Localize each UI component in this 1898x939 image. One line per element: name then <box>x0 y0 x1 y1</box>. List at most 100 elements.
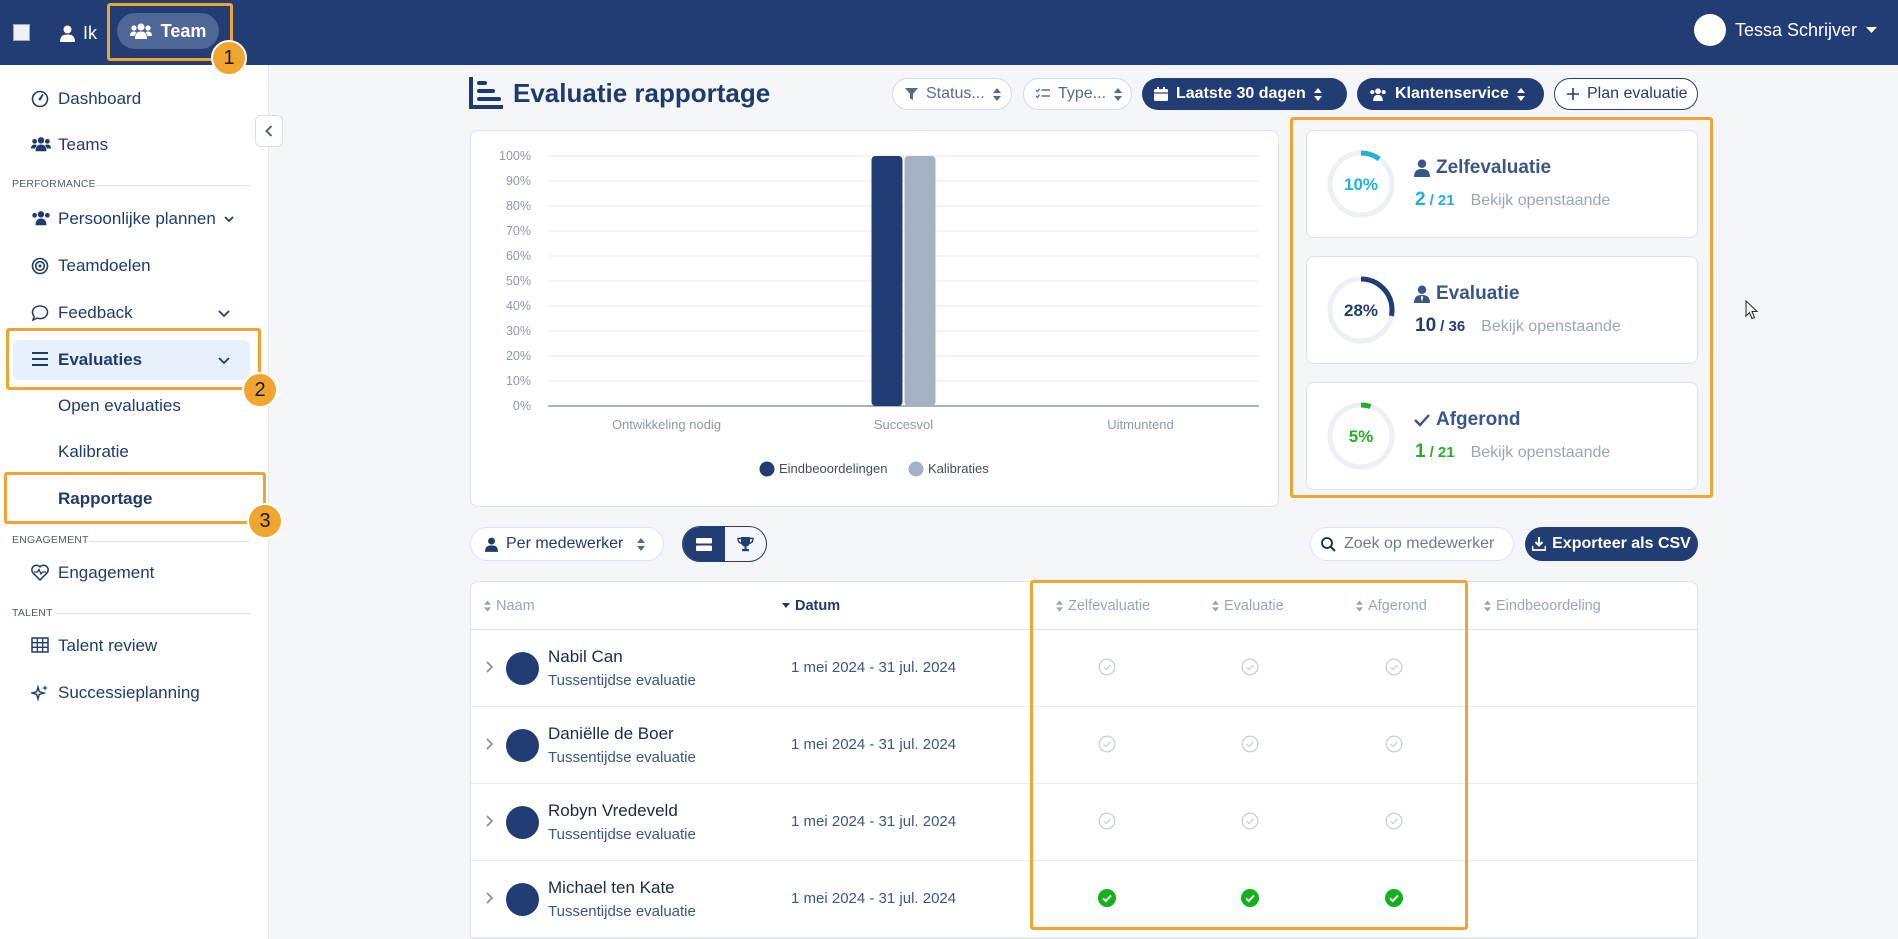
avatar <box>506 806 539 839</box>
divider <box>90 541 250 542</box>
team-select[interactable]: Klantenservice <box>1357 78 1544 110</box>
stat-card-afgerond[interactable]: 5% Afgerond 1 / 21 Bekijk openstaande <box>1306 382 1698 490</box>
employee-name[interactable]: Michael ten Kate <box>548 878 675 897</box>
evaluation-type: Tussentijdse evaluatie <box>548 672 696 689</box>
chevron-down-icon <box>217 353 231 367</box>
evaluation-period: 1 mei 2024 - 31 jul. 2024 <box>791 659 957 676</box>
sidebar-item-label: Talent review <box>58 636 158 655</box>
chevron-left-icon <box>264 124 274 138</box>
employee-name[interactable]: Robyn Vredeveld <box>548 801 678 820</box>
column-header-eindbeoordeling[interactable]: Eindbeoordeling <box>1484 598 1601 614</box>
evaluations-table: Naam Datum Zelfevaluatie Evaluatie Afger… <box>470 581 1698 939</box>
column-header-afgerond[interactable]: Afgerond <box>1356 598 1427 614</box>
team-label: Klantenservice <box>1395 85 1509 102</box>
table-row[interactable]: Nabil Can Tussentijdse evaluatie 1 mei 2… <box>471 630 1697 707</box>
sidebar-item-label: Teamdoelen <box>58 256 151 275</box>
nav-team-label: Team <box>160 20 207 41</box>
chevron-right-icon[interactable] <box>484 736 496 752</box>
plan-evaluatie-button[interactable]: Plan evaluatie <box>1554 78 1698 110</box>
type-filter[interactable]: Type... <box>1023 78 1132 110</box>
gauge-icon <box>31 90 49 108</box>
bar-kalibraties[interactable] <box>904 156 936 406</box>
employee-name[interactable]: Daniëlle de Boer <box>548 724 674 743</box>
table-row[interactable]: Daniëlle de Boer Tussentijdse evaluatie … <box>471 707 1697 784</box>
export-csv-button[interactable]: Exporteer als CSV <box>1525 527 1698 561</box>
stat-title-label: Zelfevaluatie <box>1436 157 1552 178</box>
ranking-view-button[interactable] <box>725 527 767 561</box>
column-header-zelfevaluatie[interactable]: Zelfevaluatie <box>1056 598 1150 614</box>
bar-chart: 0% 10% 20% 30% 40% 50% 60% 70% 80% 90% 100% Ontwikk… <box>499 149 1259 477</box>
column-header-datum[interactable]: Datum <box>782 598 840 614</box>
y-tick-label: 20% <box>506 349 531 363</box>
sidebar-item-label: Engagement <box>58 563 155 582</box>
grid-icon <box>31 637 49 655</box>
check-icon <box>1414 413 1430 427</box>
column-header-label: Datum <box>795 598 841 614</box>
users-icon <box>31 210 50 228</box>
status-pending-icon <box>1098 735 1116 753</box>
legend-label: Eindbeoordelingen <box>779 461 887 476</box>
column-header-naam[interactable]: Naam <box>484 598 535 614</box>
target-icon <box>31 257 49 275</box>
sidebar-collapse-button[interactable] <box>255 115 283 147</box>
calendar-icon <box>1154 87 1168 101</box>
chevron-right-icon[interactable] <box>484 890 496 906</box>
employee-name[interactable]: Nabil Can <box>548 647 623 666</box>
nav-team-button[interactable]: Team <box>117 13 219 49</box>
step-badge: 3 <box>247 503 283 539</box>
avatar <box>506 729 539 762</box>
y-tick-label: 70% <box>506 224 531 238</box>
progress-ring-fill <box>1327 402 1395 470</box>
nav-ik-label: Ik <box>83 22 98 43</box>
bekijk-openstaande-link[interactable]: Bekijk openstaande <box>1470 444 1611 461</box>
table-row[interactable]: Robyn Vredeveld Tussentijdse evaluatie 1… <box>471 784 1697 861</box>
y-tick-label: 50% <box>506 274 531 288</box>
user-menu[interactable]: Tessa Schrijver <box>1694 12 1878 48</box>
legend-label: Kalibraties <box>928 461 989 476</box>
company-logo[interactable] <box>13 24 30 41</box>
stat-card-evaluatie[interactable]: 28% Evaluatie 10 / 36 Bekijk openstaande <box>1306 256 1698 364</box>
sidebar: Dashboard Teams PERFORMANCE Persoonlijke… <box>0 65 269 939</box>
highlight-box-team <box>107 3 233 61</box>
progress-ring: 28% <box>1327 276 1395 344</box>
stat-title-label: Afgerond <box>1436 409 1521 430</box>
progress-ring: 10% <box>1327 150 1395 218</box>
sort-icon <box>484 600 491 612</box>
column-header-evaluatie[interactable]: Evaluatie <box>1212 598 1284 614</box>
evaluation-period: 1 mei 2024 - 31 jul. 2024 <box>791 890 957 907</box>
table-view-button[interactable] <box>683 527 725 561</box>
highlight-box-stats <box>1290 117 1713 498</box>
chevron-right-icon[interactable] <box>484 659 496 675</box>
status-pending-icon <box>1241 658 1259 676</box>
status-pending-icon <box>1241 735 1259 753</box>
sort-icon <box>1516 87 1525 101</box>
search-employee <box>1310 527 1514 561</box>
bekijk-openstaande-link[interactable]: Bekijk openstaande <box>1470 192 1611 209</box>
period-label: Laatste 30 dagen <box>1176 85 1306 102</box>
status-complete-icon <box>1385 889 1403 907</box>
table-row[interactable]: Michael ten Kate Tussentijdse evaluatie … <box>471 861 1697 938</box>
heart-pulse-icon <box>31 564 49 582</box>
sidebar-item-evaluaties[interactable]: Evaluaties <box>13 340 250 380</box>
chevron-right-icon[interactable] <box>484 813 496 829</box>
group-by-select[interactable]: Per medewerker <box>470 527 664 561</box>
sort-icon <box>1484 600 1491 612</box>
stat-card-zelfevaluatie[interactable]: 10% Zelfevaluatie 2 / 21 Bekijk openstaa… <box>1306 130 1698 238</box>
status-filter[interactable]: Status... <box>892 78 1012 110</box>
nav-ik-button[interactable]: Ik <box>60 18 97 48</box>
search-input[interactable] <box>1344 535 1494 553</box>
step-badge: 2 <box>242 372 278 408</box>
bekijk-openstaande-link[interactable]: Bekijk openstaande <box>1481 318 1621 335</box>
stat-total: / 21 <box>1429 192 1455 209</box>
sort-icon <box>637 537 646 551</box>
search-icon <box>1321 536 1336 552</box>
bar-eindbeoordelingen[interactable] <box>871 156 903 406</box>
y-tick-label: 10% <box>506 374 531 388</box>
evaluation-period: 1 mei 2024 - 31 jul. 2024 <box>791 736 957 753</box>
y-tick-label: 60% <box>506 249 531 263</box>
period-select[interactable]: Laatste 30 dagen <box>1142 78 1347 110</box>
user-name: Tessa Schrijver <box>1735 19 1858 40</box>
y-tick-label: 100% <box>499 149 531 163</box>
export-label: Exporteer als CSV <box>1552 535 1691 552</box>
highlight-box-evaluaties <box>6 328 261 390</box>
